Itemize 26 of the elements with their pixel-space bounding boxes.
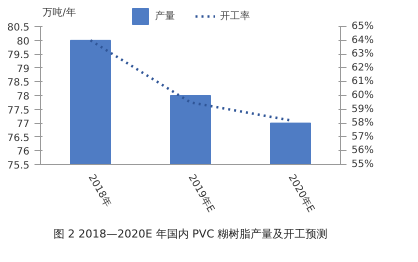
- y-tick-label: 80: [16, 36, 30, 48]
- y-tick-label: 80.5: [7, 22, 30, 34]
- legend-label: 开工率: [220, 10, 250, 23]
- y-tick-label: 76: [16, 146, 30, 158]
- y-tick-label: 78.5: [7, 78, 30, 89]
- y-tick-label: 78: [16, 92, 30, 103]
- text: 图 2 2018—2020E 年国内 PVC 糊树脂产量及开工预测: [53, 228, 328, 240]
- y-tick-label: 76.5: [7, 132, 30, 144]
- y-tick-label: 79: [16, 64, 30, 75]
- y2-tick-label: 63%: [352, 48, 374, 60]
- y-tick-label: 79.5: [7, 50, 30, 62]
- y2-tick-label: 58%: [352, 118, 374, 129]
- y2-tick-label: 59%: [352, 104, 374, 115]
- y2-tick-label: 64%: [352, 34, 374, 46]
- y2-tick-label: 62%: [352, 62, 374, 74]
- y2-tick-label: 60%: [352, 90, 374, 102]
- y-tick-label: 77.5: [7, 105, 30, 116]
- y-tick-label: 77: [16, 119, 30, 130]
- legend-label: 产量: [155, 10, 175, 23]
- y-tick-label: 75.5: [7, 160, 30, 172]
- y2-tick-label: 57%: [352, 131, 374, 142]
- y2-tick-label: 56%: [352, 145, 374, 156]
- y2-tick-label: 61%: [352, 76, 374, 88]
- y2-tick-label: 65%: [352, 21, 374, 32]
- y2-tick-label: 55%: [352, 159, 374, 170]
- y-axis-title: 万吨/年: [42, 6, 76, 18]
